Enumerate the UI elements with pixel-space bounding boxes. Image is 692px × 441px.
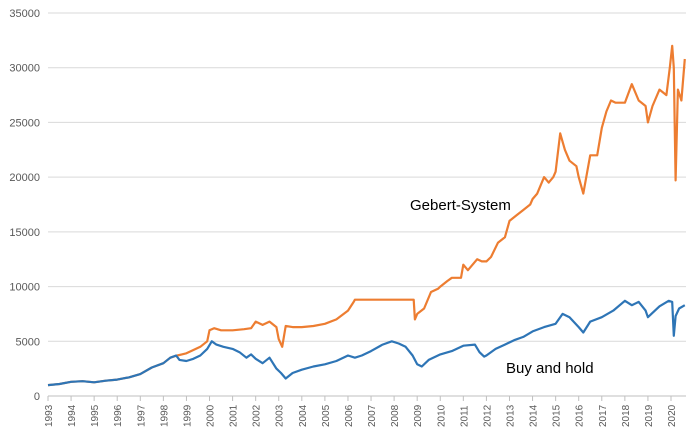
series-line-buy-and-hold [47,299,686,387]
y-tick-label: 10000 [9,282,40,294]
x-tick-label: 2009 [413,404,424,427]
series-line-gebert-system [47,44,686,387]
x-tick-label: 2016 [575,404,586,427]
x-tick-label: 2004 [298,404,309,427]
y-axis-tick-labels: 0 5000 10000 15000 20000 25000 30000 35000 [9,8,40,403]
x-tick-label: 2019 [644,404,655,427]
y-tick-label: 30000 [9,63,40,75]
x-tick-label: 2000 [206,404,217,427]
y-tick-label: 0 [34,391,40,403]
x-tick-label: 1994 [67,404,78,427]
x-axis [47,395,686,401]
x-tick-label: 2007 [367,404,378,427]
y-tick-label: 15000 [9,227,40,239]
x-tick-label: 2002 [252,404,263,427]
x-tick-label: 1997 [136,404,147,427]
x-tick-label: 2017 [598,404,609,427]
x-tick-label: 2013 [505,404,516,427]
x-tick-label: 2020 [667,404,678,427]
annotation-gebert-system: Gebert-System [410,197,511,214]
annotation-buy-and-hold: Buy and hold [506,360,594,377]
x-tick-label: 1999 [182,404,193,427]
x-tick-label: 2010 [436,404,447,427]
x-tick-label: 1995 [90,404,101,427]
y-tick-label: 5000 [16,336,40,348]
x-tick-label: 2006 [344,404,355,427]
x-tick-label: 2015 [552,404,563,427]
x-axis-tick-labels: 1993 1994 1995 1996 1997 1998 1999 2000 2001 2002… [44,404,678,427]
x-tick-label: 2005 [321,404,332,427]
y-tick-label: 25000 [9,117,40,129]
series-lines [47,44,686,387]
x-tick-label: 2018 [621,404,632,427]
gridlines [48,12,686,342]
x-tick-label: 2012 [482,404,493,427]
x-tick-label: 2014 [529,404,540,427]
x-tick-label: 1993 [44,404,55,427]
x-tick-label: 2003 [275,404,286,427]
y-tick-label: 20000 [9,172,40,184]
x-tick-label: 2011 [459,405,470,427]
x-tick-label: 2008 [390,404,401,427]
y-tick-label: 35000 [9,8,40,20]
x-tick-label: 1996 [113,404,124,427]
x-tick-label: 1998 [159,404,170,427]
x-tick-label: 2001 [229,404,240,427]
